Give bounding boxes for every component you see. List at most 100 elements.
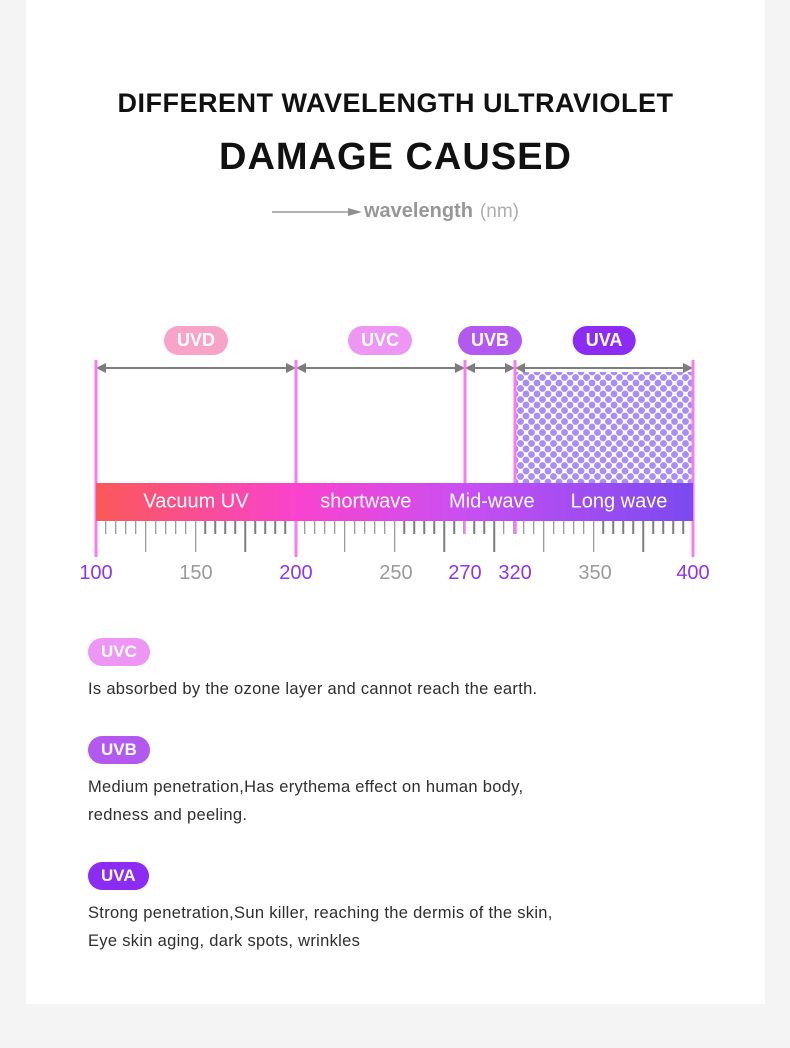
range-arrow-uvd <box>96 363 296 373</box>
band-label-uva: Long wave <box>570 490 668 513</box>
ruler-tick <box>652 521 654 534</box>
scale-label-320: 320 <box>498 562 532 584</box>
scale-label-250: 250 <box>379 562 413 584</box>
uv-section-uva: UVA Strong penetration,Sun killer, reachi… <box>88 862 729 955</box>
wave-band-bar: Vacuum UV shortwave Mid-wave Long wave <box>96 483 693 521</box>
axis-unit: (nm) <box>479 200 519 222</box>
ruler-tick <box>642 521 644 552</box>
ruler-tick-pink <box>463 521 467 534</box>
uv-section-text: Eye skin aging, dark spots, wrinkles <box>88 932 361 950</box>
ruler-tick <box>244 521 246 552</box>
scale-label-350: 350 <box>578 562 612 584</box>
ruler-tick <box>363 521 366 534</box>
boundary-line <box>94 360 98 557</box>
ruler-tick <box>592 521 595 552</box>
ruler-tick <box>284 521 286 534</box>
range-arrow-uva <box>515 363 693 373</box>
uv-section-text: redness and peeling. <box>88 806 248 824</box>
arrowhead-right-icon <box>682 363 693 373</box>
arrow-shaft <box>474 367 506 369</box>
scale-label-400: 400 <box>676 562 710 584</box>
uv-badge-uvb: UVB <box>458 326 523 355</box>
ruler-tick <box>254 521 256 534</box>
right-arrow-icon <box>272 207 362 216</box>
ruler-tick <box>533 521 535 534</box>
wavelength-plot: UVD UVC UVB UVA Vacuum UV shortwave Mid-wave Lo… <box>79 326 710 592</box>
ruler-tick <box>174 521 177 534</box>
arrowhead-right-icon <box>454 363 465 373</box>
ruler-tick <box>672 521 674 534</box>
ruler-tick <box>503 521 505 534</box>
ruler-tick <box>344 521 346 552</box>
arrowhead-left-icon <box>515 363 526 373</box>
ruler-tick <box>383 521 386 534</box>
ruler-tick <box>413 521 416 534</box>
band-label-uvc: shortwave <box>320 490 412 513</box>
ruler-tick <box>433 521 436 534</box>
axis-word: wavelength <box>364 200 473 222</box>
uv-section-uvb: UVB Medium penetration,Has erythema effec… <box>88 736 729 829</box>
ruler-tick <box>483 521 485 534</box>
uva-pattern-region <box>515 372 693 483</box>
ruler-ticks <box>96 521 693 555</box>
wavelength-axis-row: wavelength (nm) <box>26 200 765 223</box>
ruler-tick <box>453 521 455 534</box>
uv-descriptions: UVC Is absorbed by the ozone layer and ca… <box>88 638 729 988</box>
ruler-tick <box>662 521 664 534</box>
ruler-tick <box>204 521 207 534</box>
boundary-line <box>294 360 298 557</box>
ruler-tick <box>184 521 187 534</box>
ruler-tick <box>622 521 625 534</box>
uv-section-badge-uvb: UVB <box>88 736 150 764</box>
ruler-tick <box>493 521 495 552</box>
ruler-tick <box>393 521 396 552</box>
ruler-tick <box>135 521 137 534</box>
arrowhead-left-icon <box>295 363 306 373</box>
ruler-tick <box>473 521 475 534</box>
ruler-tick <box>324 521 326 534</box>
arrowhead-right-icon <box>505 363 516 373</box>
ruler-tick <box>274 521 276 534</box>
ruler-tick <box>125 521 127 534</box>
ruler-tick <box>214 521 217 534</box>
boundary-line <box>513 360 517 483</box>
ruler-tick <box>154 521 157 534</box>
arrow-shaft <box>525 367 683 369</box>
band-label-uvb: Mid-wave <box>449 490 535 513</box>
ruler-tick <box>373 521 376 534</box>
ruler-tick <box>115 521 117 534</box>
ruler-tick <box>353 521 356 534</box>
arrowhead-right-icon <box>285 363 296 373</box>
scale-label-100: 100 <box>79 562 113 584</box>
scale-label-270: 270 <box>448 562 482 584</box>
band-label-uvd: Vacuum UV <box>143 490 249 513</box>
ruler-tick <box>234 521 237 534</box>
ruler-tick <box>105 521 107 534</box>
content-card: DIFFERENT WAVELENGTH ULTRAVIOLET DAMAGE … <box>26 0 765 1004</box>
ruler-tick <box>194 521 197 552</box>
page-subtitle: DAMAGE CAUSED <box>219 136 572 178</box>
uv-section-uvc: UVC Is absorbed by the ozone layer and ca… <box>88 638 729 703</box>
range-arrow-uvb <box>464 363 516 373</box>
arrow-shaft <box>305 367 455 369</box>
uv-badge-uva: UVA <box>572 326 636 355</box>
ruler-tick <box>523 521 525 534</box>
ruler-tick <box>582 521 585 534</box>
arrowhead-left-icon <box>464 363 475 373</box>
uv-badge-uvd: UVD <box>163 326 228 355</box>
ruler-tick <box>572 521 575 534</box>
uv-badge-uvc: UVC <box>348 326 413 355</box>
ruler-tick-pink <box>513 521 517 534</box>
range-arrow-uvc <box>295 363 465 373</box>
uv-section-text: Medium penetration,Has erythema effect o… <box>88 778 524 796</box>
ruler-tick <box>443 521 445 552</box>
ruler-tick <box>314 521 316 534</box>
scale-label-200: 200 <box>279 562 313 584</box>
ruler-tick <box>632 521 635 534</box>
ruler-tick <box>552 521 555 534</box>
ruler-tick <box>682 521 684 534</box>
ruler-tick <box>224 521 227 534</box>
arrow-shaft <box>106 367 286 369</box>
ruler-tick <box>264 521 266 534</box>
